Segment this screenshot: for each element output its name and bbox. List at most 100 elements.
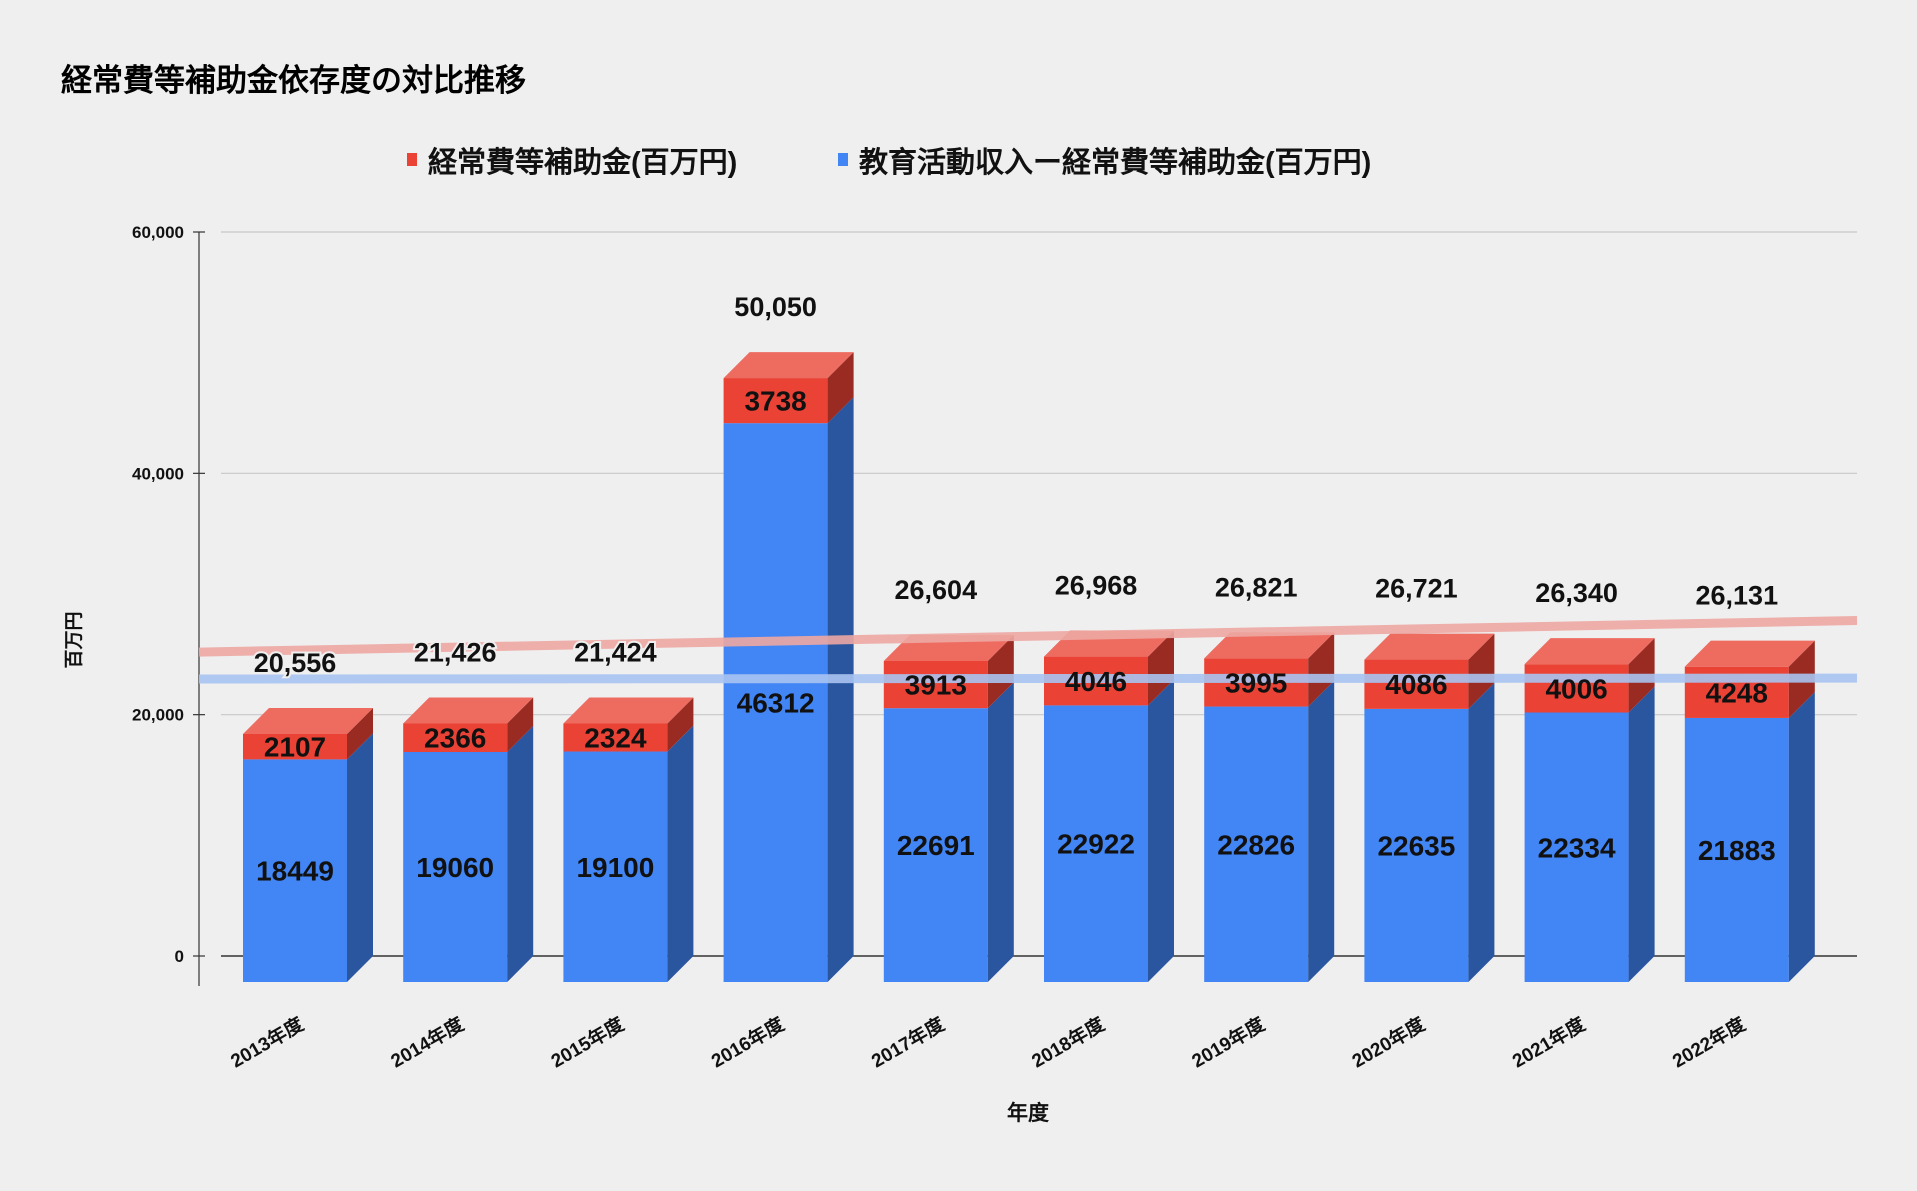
- bar-side: [667, 725, 694, 982]
- data-label-revenue: 46312: [737, 688, 815, 719]
- trendline-revenue: [198, 673, 1858, 684]
- total-label: 26,968: [1055, 571, 1138, 601]
- bar-side: [827, 352, 854, 424]
- x-tick-label: 2020年度: [1348, 1012, 1430, 1073]
- bar-segment-revenue: [563, 725, 694, 982]
- total-label: 21,424: [574, 637, 657, 667]
- x-axis-title: 年度: [1007, 1101, 1049, 1125]
- bar-front: [403, 723, 508, 753]
- bar-front: [1524, 712, 1629, 982]
- bar-front: [1364, 659, 1469, 709]
- y-axis-title: 百万円: [64, 611, 85, 668]
- bar-side: [1788, 691, 1815, 982]
- total-label: 26,131: [1696, 581, 1779, 611]
- x-tick-label: 2015年度: [547, 1012, 629, 1073]
- bar-side: [827, 397, 854, 982]
- bar-segment-revenue: [723, 397, 854, 982]
- data-label-subsidy: 3738: [744, 386, 806, 417]
- legend-swatch-blue: [838, 153, 848, 166]
- x-tick-label: 2021年度: [1508, 1012, 1590, 1073]
- bar-side: [347, 707, 373, 760]
- bar-front: [883, 708, 988, 982]
- trendline-subsidy: [198, 616, 1858, 657]
- bar-segment-revenue: [1364, 682, 1495, 982]
- bar-side: [1308, 680, 1335, 982]
- data-labels: 18449 2107 20,556 19060 2366 21,426 19100 2324 2…: [252, 290, 1780, 887]
- x-tick-label: 2018年度: [1027, 1012, 1109, 1073]
- bar-front: [243, 733, 347, 760]
- bar-side: [347, 733, 373, 982]
- data-label-subsidy: 2366: [424, 723, 486, 754]
- bar-front: [1524, 664, 1629, 713]
- bar-side: [667, 697, 694, 752]
- data-label-revenue: 21883: [1698, 835, 1776, 866]
- x-tick-label: 2022年度: [1668, 1012, 1750, 1073]
- bar-segment-revenue: [1524, 686, 1655, 982]
- bar-front: [723, 378, 828, 424]
- bar-top: [403, 697, 534, 724]
- bar-top: [563, 697, 694, 724]
- bar-top: [1524, 638, 1655, 665]
- data-label-subsidy: 3913: [905, 670, 967, 701]
- bar-top: [1684, 640, 1815, 667]
- bar-segment-subsidy: [723, 352, 854, 424]
- bar-segment-revenue: [1044, 679, 1174, 982]
- total-label: 20,556: [254, 648, 337, 678]
- data-label-subsidy: 4086: [1385, 669, 1447, 700]
- y-tick-label: 60,000: [132, 223, 184, 242]
- bar-side: [1628, 686, 1655, 982]
- bar-side: [1468, 633, 1495, 709]
- y-tick-label: 20,000: [132, 706, 184, 725]
- data-label-revenue: 22922: [1057, 829, 1135, 860]
- bar-segment-revenue: [1684, 691, 1815, 982]
- bar-side: [1148, 679, 1174, 982]
- y-tick-label: 0: [175, 947, 184, 966]
- y-tick-label: 40,000: [132, 464, 184, 483]
- bar-side: [507, 697, 534, 753]
- bar-top: [1364, 633, 1495, 660]
- legend-label-subsidy: 経常費等補助金(百万円): [428, 145, 737, 179]
- bar-segment-subsidy: [1364, 633, 1495, 709]
- data-label-revenue: 22691: [897, 830, 975, 861]
- bar-segment-subsidy: [243, 707, 373, 760]
- bar-side: [507, 726, 534, 982]
- y-axis: 0 20,000 40,000 60,000: [132, 223, 205, 986]
- data-label-revenue: 22635: [1377, 830, 1455, 861]
- bar-front: [563, 751, 668, 982]
- bar-front: [1684, 717, 1789, 982]
- data-label-revenue: 22334: [1538, 832, 1616, 863]
- chart-title: 経常費等補助金依存度の対比推移: [61, 63, 526, 98]
- data-label-revenue: 19060: [416, 852, 494, 883]
- data-label-revenue: 19100: [576, 852, 654, 883]
- data-label-subsidy: 4006: [1545, 673, 1607, 704]
- bar-side: [1308, 632, 1335, 707]
- legend: 経常費等補助金(百万円) 教育活動収入ー経常費等補助金(百万円): [407, 145, 1371, 179]
- total-label: 26,604: [895, 575, 978, 605]
- total-label: 50,050: [734, 292, 817, 322]
- data-label-subsidy: 3995: [1225, 667, 1287, 698]
- bar-top: [723, 352, 854, 379]
- data-label-revenue: 18449: [256, 856, 334, 887]
- bar-segment-revenue: [243, 733, 373, 982]
- legend-swatch-red: [407, 153, 417, 166]
- bar-front: [1044, 705, 1148, 982]
- total-label: 21,426: [414, 637, 497, 667]
- data-label-subsidy: 4046: [1065, 666, 1127, 697]
- data-label-subsidy: 2107: [264, 732, 326, 763]
- bar-front: [1364, 708, 1469, 982]
- data-label-subsidy: 4248: [1706, 677, 1768, 708]
- bar-segment-revenue: [1204, 680, 1335, 982]
- bar-top: [1204, 632, 1335, 659]
- bar-segment-revenue: [403, 726, 534, 982]
- bar-side: [1148, 630, 1174, 706]
- x-tick-label: 2019年度: [1188, 1012, 1270, 1073]
- total-label: 26,340: [1535, 578, 1618, 608]
- bar-front: [563, 723, 668, 752]
- bar-front: [883, 660, 988, 709]
- trendlines: [198, 616, 1858, 684]
- legend-label-revenue: 教育活動収入ー経常費等補助金(百万円): [859, 145, 1371, 179]
- bar-segment-revenue: [883, 682, 1014, 982]
- bar-side: [987, 634, 1014, 709]
- x-axis: 2013年度 2014年度 2015年度 2016年度 2017年度 2018年度 2019…: [226, 1012, 1750, 1073]
